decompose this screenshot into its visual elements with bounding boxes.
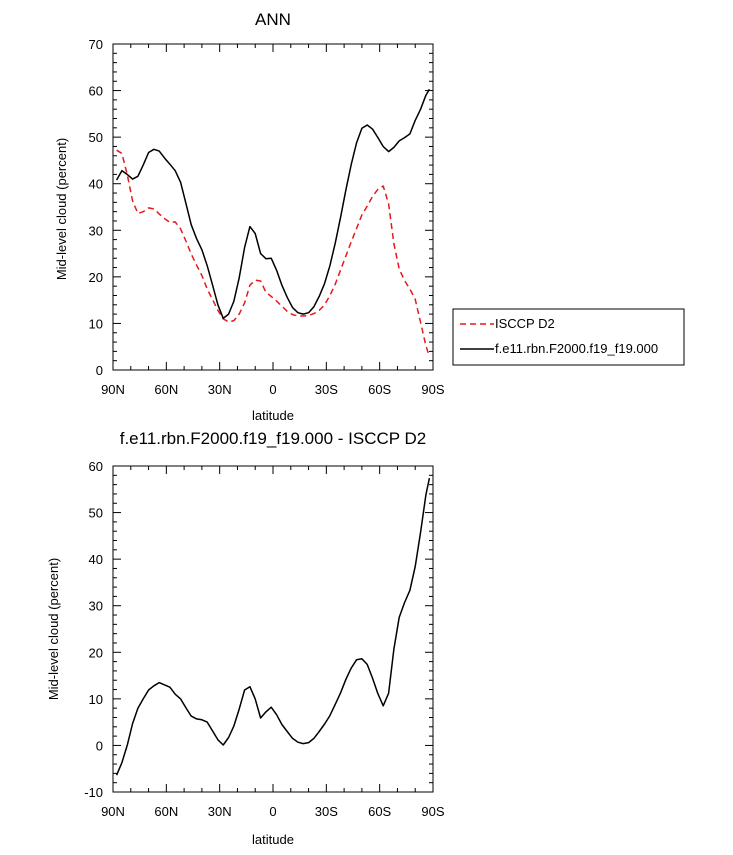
top-y-axis-label: Mid-level cloud (percent) — [54, 138, 69, 280]
bottom-plot-area: -10 0 10 20 30 40 50 60 90N 60N 30N 0 30S 60S 90S — [84, 459, 445, 819]
bottom-x-tick-label: 60N — [154, 804, 178, 819]
bottom-x-tick-label: 30N — [208, 804, 232, 819]
top-x-tick-label: 90S — [421, 382, 444, 397]
top-y-tick-label: 70 — [89, 37, 103, 52]
bottom-y-tick-label: 10 — [89, 692, 103, 707]
bottom-y-tick-label: 50 — [89, 506, 103, 521]
top-plot-frame — [112, 43, 434, 371]
top-x-tick-label: 30S — [315, 382, 338, 397]
bottom-y-tick-label: 0 — [96, 738, 103, 753]
legend-label-isccp-d2: ISCCP D2 — [495, 316, 555, 331]
top-series-line-0 — [116, 149, 431, 357]
bottom-chart-title: f.e11.rbn.F2000.f19_f19.000 - ISCCP D2 — [120, 429, 427, 448]
top-x-tick-label: 30N — [208, 382, 232, 397]
top-x-tick-label: 0 — [269, 382, 276, 397]
bottom-y-tick-label: 40 — [89, 552, 103, 567]
bottom-y-tick-label: 60 — [89, 459, 103, 474]
bottom-y-tick-label: -10 — [84, 785, 103, 800]
bottom-x-tick-label: 90N — [101, 804, 125, 819]
top-y-tick-label: 10 — [89, 316, 103, 331]
top-x-tick-label: 60S — [368, 382, 391, 397]
top-y-tick-label: 0 — [96, 363, 103, 378]
top-y-tick-label: 60 — [89, 84, 103, 99]
bottom-x-tick-label: 90S — [421, 804, 444, 819]
bottom-y-axis-label: Mid-level cloud (percent) — [46, 558, 61, 700]
legend-box — [452, 308, 685, 366]
bottom-x-tick-label: 60S — [368, 804, 391, 819]
bottom-y-tick-label: 30 — [89, 599, 103, 614]
bottom-panel: f.e11.rbn.F2000.f19_f19.000 - ISCCP D2 -… — [46, 429, 445, 847]
top-plot-area: 0 10 20 30 40 50 60 70 90N 60N 30N 0 30S 60S 90S — [89, 37, 445, 397]
bottom-x-tick-label: 30S — [315, 804, 338, 819]
bottom-x-axis-label: latitude — [252, 832, 294, 847]
top-x-tick-label: 90N — [101, 382, 125, 397]
top-panel: ANN 0 10 20 30 40 50 60 70 90N 60N 30N 0 30S 60S 90S M… — [54, 10, 685, 423]
top-x-tick-label: 60N — [154, 382, 178, 397]
top-y-tick-label: 40 — [89, 177, 103, 192]
legend-label-model: f.e11.rbn.F2000.f19_f19.000 — [495, 341, 658, 356]
top-y-tick-label: 20 — [89, 270, 103, 285]
top-y-tick-label: 50 — [89, 130, 103, 145]
top-series-line-1 — [115, 88, 431, 320]
bottom-plot-frame — [112, 465, 434, 793]
top-x-axis-label: latitude — [252, 408, 294, 423]
bottom-series-line-0 — [115, 477, 431, 776]
bottom-y-tick-label: 20 — [89, 645, 103, 660]
bottom-x-tick-label: 0 — [269, 804, 276, 819]
top-chart-title: ANN — [255, 10, 291, 29]
legend: ISCCP D2 f.e11.rbn.F2000.f19_f19.000 — [452, 308, 685, 366]
top-y-tick-label: 30 — [89, 223, 103, 238]
